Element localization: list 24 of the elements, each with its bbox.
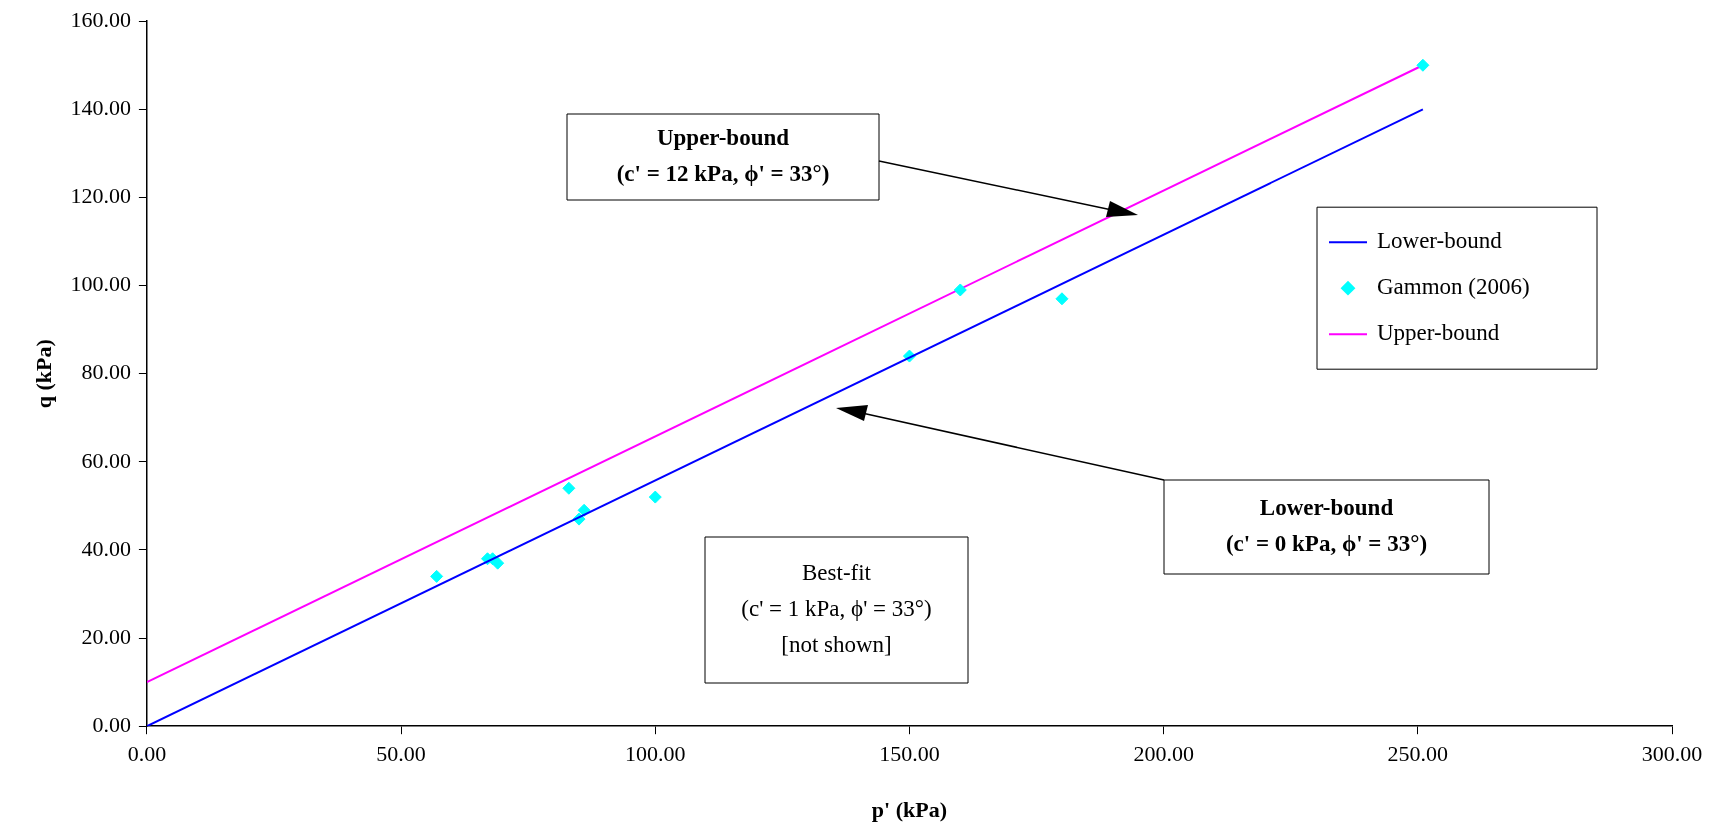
y-tick-label: 40.00 <box>81 535 131 561</box>
x-tick-label: 250.00 <box>1387 741 1449 767</box>
x-tick-label: 300.00 <box>1641 741 1703 767</box>
legend-label: Lower-bound <box>1377 228 1503 254</box>
x-tick-label: 100.00 <box>625 741 686 767</box>
legend-label: Gammon (2006) <box>1377 274 1530 300</box>
x-tick-label: 0.00 <box>127 741 167 767</box>
x-tick-label: 200.00 <box>1133 741 1194 767</box>
y-tick-label: 140.00 <box>70 95 131 121</box>
x-tick-label: 50.00 <box>376 741 426 767</box>
y-tick-label: 120.00 <box>70 183 131 209</box>
y-tick-label: 160.00 <box>70 6 131 32</box>
y-tick-label: 100.00 <box>70 271 131 297</box>
x-axis-title: p' (kPa) <box>871 797 948 823</box>
y-axis-title: q (kPa) <box>30 339 56 409</box>
y-tick-label: 80.00 <box>81 359 131 385</box>
x-tick-label: 150.00 <box>879 741 940 767</box>
y-tick-label: 20.00 <box>81 623 131 649</box>
annotation: Lower-bound (c' = 0 kPa, ϕ' = 33°) <box>1225 494 1428 556</box>
legend-label: Upper-bound <box>1377 320 1500 346</box>
annotation: Upper-bound (c' = 12 kPa, ϕ' = 33°) <box>616 124 830 186</box>
y-tick-label: 60.00 <box>81 447 131 473</box>
y-tick-label: 0.00 <box>92 711 131 737</box>
annotation: Best-fit (c' = 1 kPa, ϕ' = 33°) [not shown] <box>741 560 932 658</box>
